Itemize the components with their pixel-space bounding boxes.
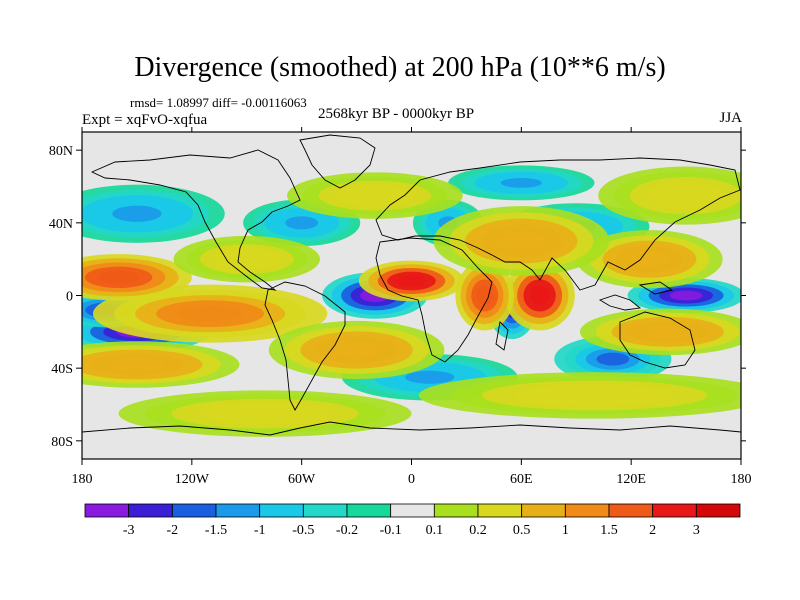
anomaly-23 <box>118 390 412 437</box>
x-tick-label: 180 <box>72 472 93 487</box>
colorbar-label: -3 <box>123 523 135 538</box>
coastline-antarctica <box>82 421 741 436</box>
colorbar-swatch <box>608 503 654 518</box>
anomaly-contour <box>108 358 166 372</box>
anomaly-contour <box>476 285 493 306</box>
colorbar-swatch <box>521 503 566 518</box>
anomaly-contour <box>545 388 644 402</box>
anomaly-18 <box>576 230 723 289</box>
anomaly-contour <box>405 370 455 384</box>
colorbar-swatch <box>84 503 130 518</box>
anomaly-contour <box>661 187 711 204</box>
colorbar-label: 1.5 <box>600 523 618 538</box>
period-label: 2568kyr BP - 0000kyr BP <box>318 106 475 122</box>
colorbar-swatch <box>477 503 523 518</box>
colorbar-label: 2 <box>649 523 656 538</box>
colorbar-label: 3 <box>693 523 700 538</box>
anomaly-9 <box>243 199 361 247</box>
coastline-maritime <box>598 281 674 311</box>
anomaly-contour <box>98 270 140 284</box>
anomaly-contour <box>529 285 550 306</box>
colorbar-swatch <box>259 503 304 518</box>
colorbar-label: -0.1 <box>380 523 402 538</box>
anomaly-contour <box>596 352 630 366</box>
anomaly-field <box>82 165 741 437</box>
colorbar-swatch <box>346 503 392 518</box>
anomaly-contour <box>500 177 542 188</box>
colorbar-swatch <box>390 503 435 518</box>
coastline-eurasia <box>375 157 741 291</box>
colorbar-label: 0.5 <box>513 523 531 538</box>
colorbar: -3 -2 -1.5 -1 -0.5 -0.2 -0.1 0.1 0.2 0.5 1 1.5 2 3 <box>84 503 741 538</box>
colorbar-swatch <box>171 503 217 518</box>
y-tick-label: 40S <box>51 362 73 377</box>
anomaly-17 <box>82 341 240 388</box>
anomaly-contour <box>177 305 243 322</box>
experiment-label: Expt = xqFvO-xqfua <box>82 112 208 128</box>
x-tick-label: 60W <box>288 472 316 487</box>
anomaly-contour <box>643 325 693 339</box>
coastline-africa <box>375 237 493 363</box>
anomaly-contour <box>496 231 546 251</box>
anomaly-14 <box>455 260 515 331</box>
colorbar-swatch <box>302 503 348 518</box>
anomaly-21 <box>268 320 445 380</box>
anomaly-contour <box>285 216 319 230</box>
anomaly-12 <box>358 260 465 302</box>
colorbar-label: -0.5 <box>292 523 314 538</box>
coastline-greenland <box>299 134 376 189</box>
colorbar-swatch <box>433 503 479 518</box>
anomaly-24 <box>287 172 463 219</box>
anomaly-15 <box>92 284 328 343</box>
axes: 180 120W 60W 0 60E 120E 180 80N 40N 0 40S 80S <box>49 127 752 487</box>
x-tick-label: 120W <box>175 472 210 487</box>
anomaly-22 <box>418 372 741 419</box>
coastline-madagascar <box>495 321 509 351</box>
y-tick-label: 0 <box>66 290 73 305</box>
colorbar-label: -1.5 <box>205 523 227 538</box>
y-tick-label: 80N <box>49 144 73 159</box>
x-tick-label: 120E <box>616 472 646 487</box>
y-tick-label: 40N <box>49 217 73 232</box>
coastline-south-america <box>264 281 346 411</box>
season-label: JJA <box>719 110 742 126</box>
anomaly-contour <box>669 290 703 301</box>
anomaly-6 <box>82 184 225 243</box>
x-tick-label: 0 <box>408 472 415 487</box>
anomaly-16 <box>82 254 192 301</box>
anomaly-11 <box>448 165 595 201</box>
anomaly-contour <box>350 189 400 203</box>
colorbar-label: 0.1 <box>426 523 444 538</box>
colorbar-label: -0.2 <box>336 523 358 538</box>
anomaly-13 <box>504 260 575 331</box>
colorbar-swatch <box>564 503 610 518</box>
x-tick-label: 60E <box>510 472 533 487</box>
stats-label: rmsd= 1.08997 diff= -0.00116063 <box>130 95 307 110</box>
chart-title: Divergence (smoothed) at 200 hPa (10**6 … <box>134 52 666 83</box>
anomaly-contour <box>396 275 427 287</box>
anomaly-contour <box>226 252 268 266</box>
colorbar-label: 1 <box>562 523 569 538</box>
coastline-australia <box>619 311 696 369</box>
y-tick-label: 80S <box>51 435 73 450</box>
coastlines <box>82 134 741 436</box>
coastline-north-america <box>90 149 301 291</box>
x-tick-label: 180 <box>731 472 752 487</box>
anomaly-contour <box>331 341 382 359</box>
colorbar-label: -2 <box>166 523 178 538</box>
anomaly-26 <box>173 235 320 283</box>
colorbar-label: 0.2 <box>469 523 487 538</box>
anomaly-contour <box>112 205 162 222</box>
colorbar-label: -1 <box>254 523 266 538</box>
colorbar-swatch <box>652 503 697 518</box>
colorbar-swatch <box>128 503 173 518</box>
colorbar-swatch <box>695 503 741 518</box>
anomaly-contour <box>224 407 307 421</box>
anomaly-25 <box>598 166 741 225</box>
anomaly-19 <box>579 308 741 356</box>
anomaly-20 <box>433 206 610 276</box>
anomaly-contour <box>628 251 670 268</box>
colorbar-swatch <box>215 503 261 518</box>
